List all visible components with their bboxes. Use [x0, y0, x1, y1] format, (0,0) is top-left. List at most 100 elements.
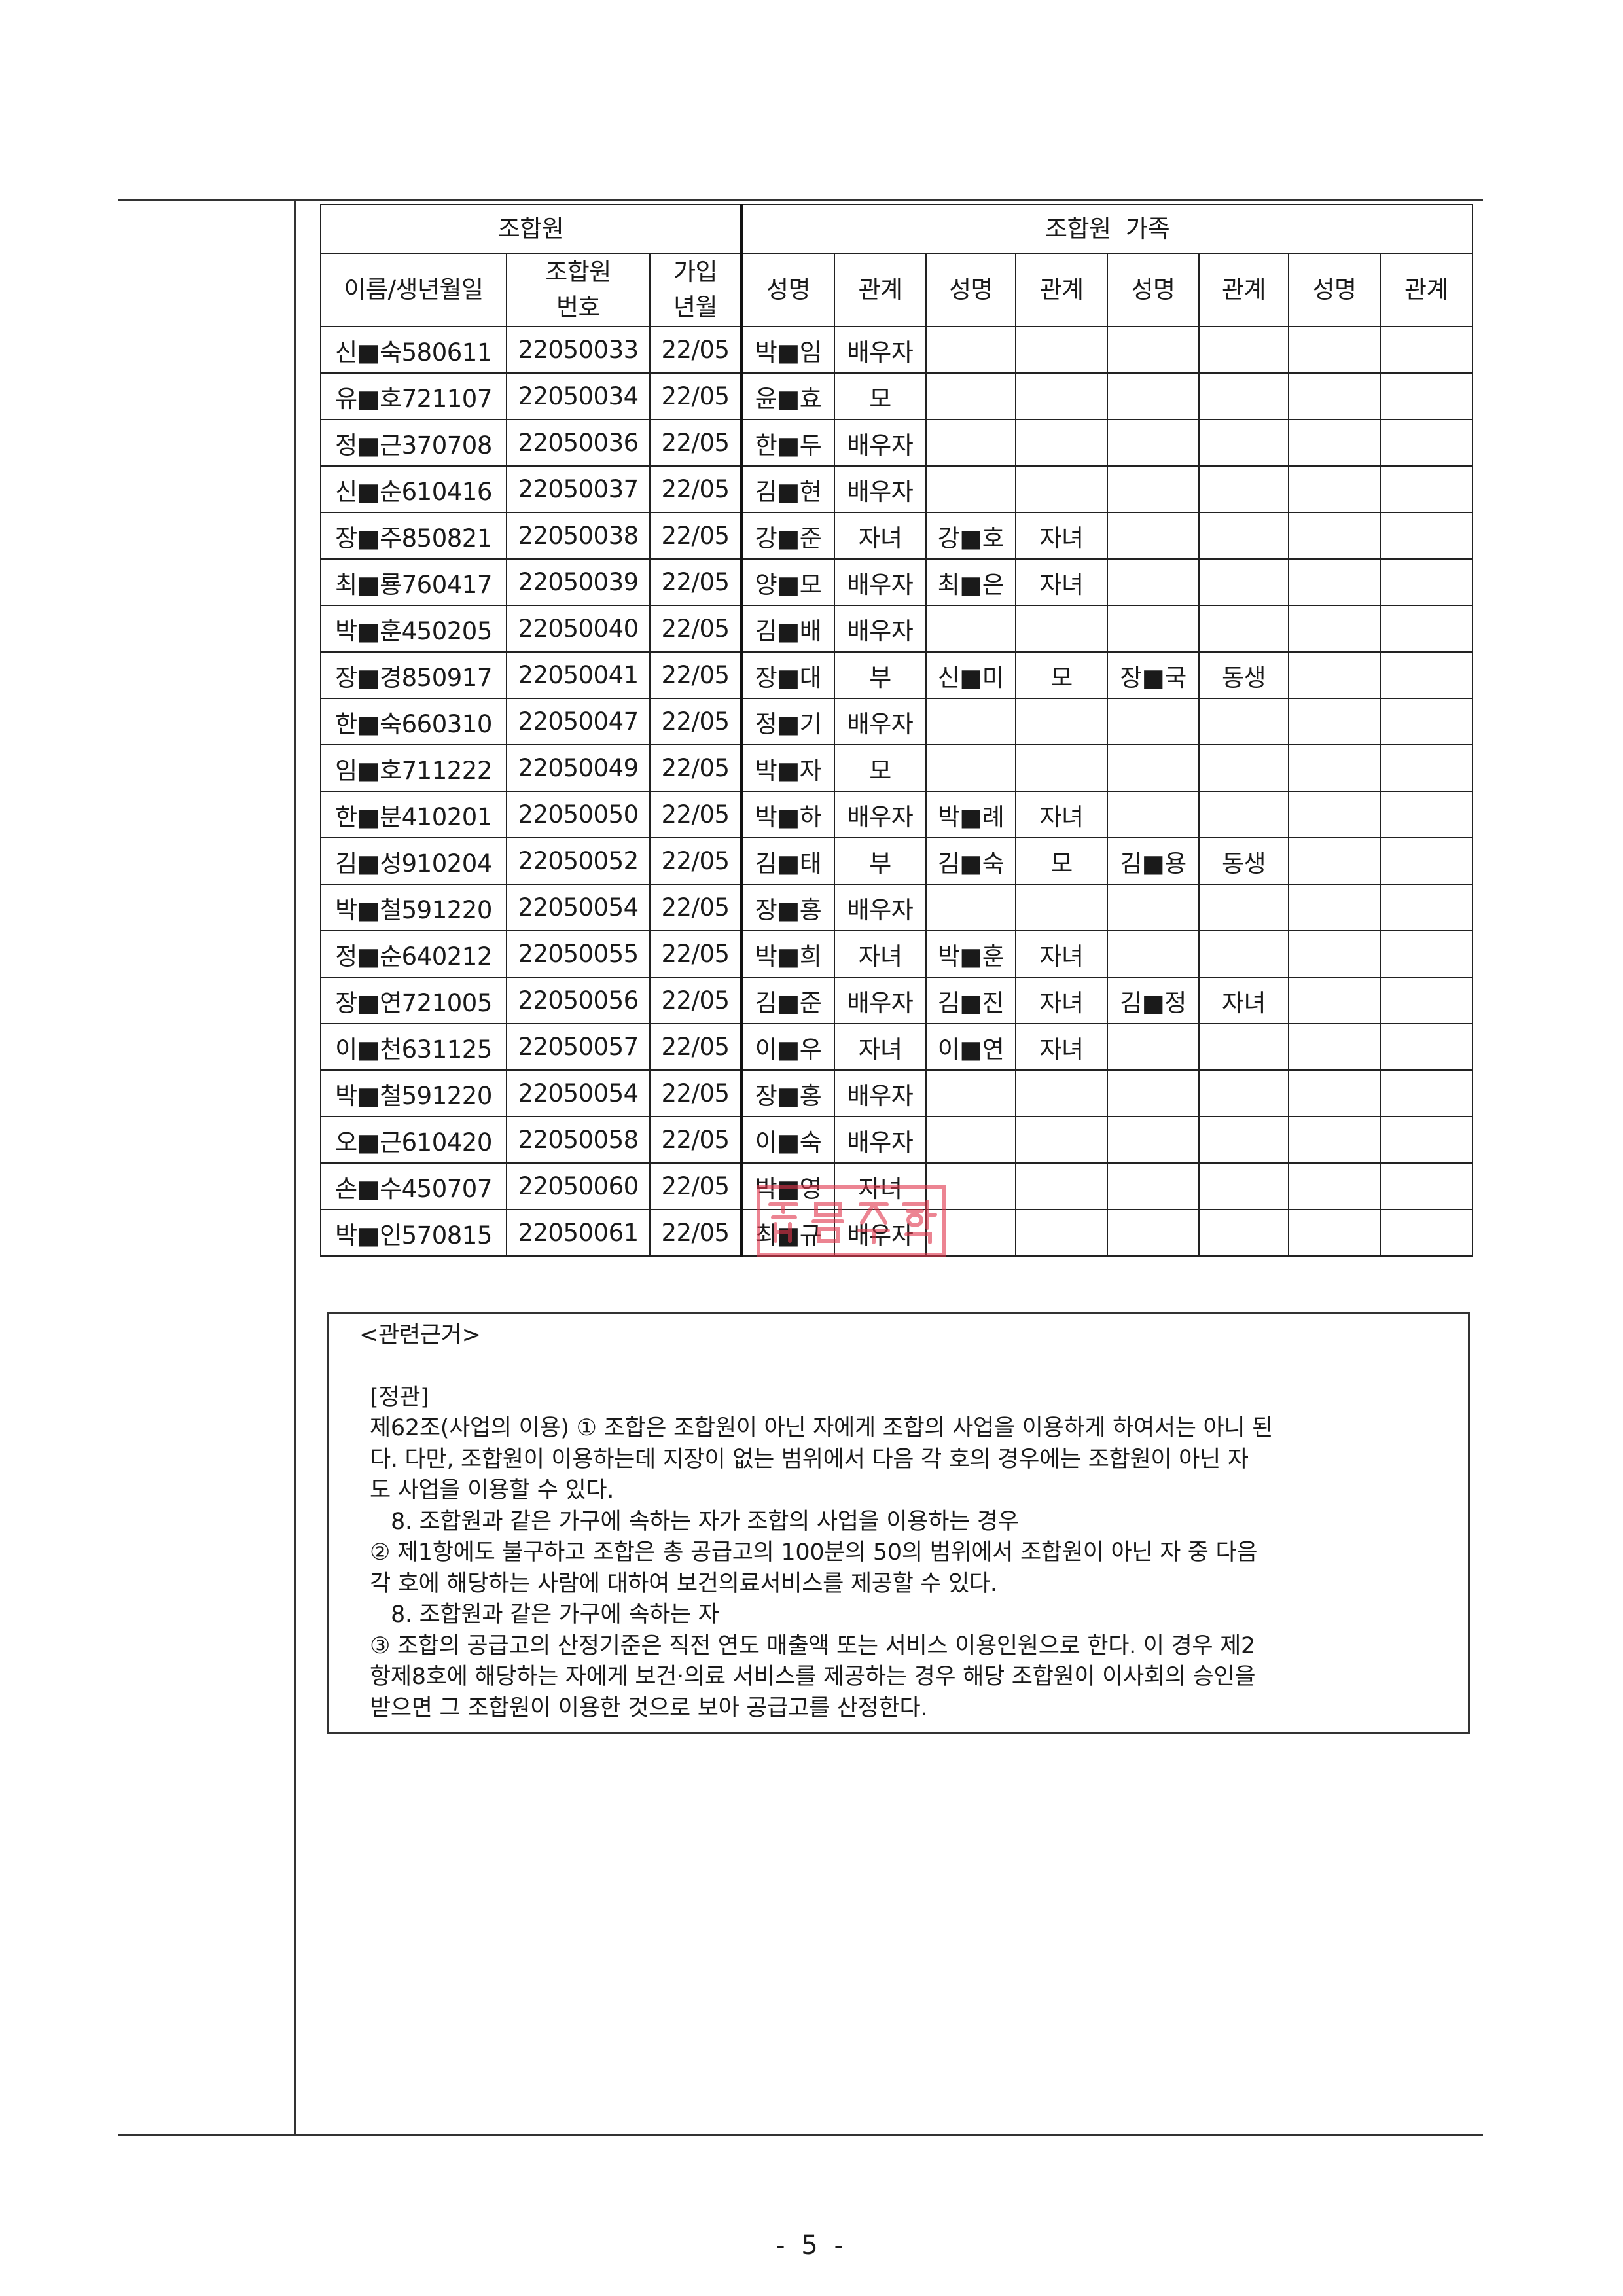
family-relation: [1015, 465, 1109, 513]
member-number: 22050036: [506, 419, 651, 467]
table-row: 한■분410201 22050050 22/05 박■하 배우자 박■례 자녀: [320, 791, 1474, 838]
table-row: 박■철591220 22050054 22/05 장■홍 배우자: [320, 884, 1474, 931]
family-name: [1107, 558, 1200, 606]
family-relation: [1380, 837, 1474, 885]
family-name: [1107, 372, 1200, 420]
member-name-birth: 이■천631125: [320, 1023, 507, 1071]
family-name: 이■연: [925, 1023, 1017, 1071]
family-relation: 배우자: [834, 791, 927, 838]
join-date: 22/05: [649, 419, 743, 467]
family-name: 장■국: [1107, 651, 1200, 699]
family-relation: 자녀: [834, 1162, 927, 1210]
family-relation: [1198, 744, 1290, 792]
family-name: 박■하: [740, 791, 836, 838]
family-relation: [1015, 1162, 1109, 1210]
family-relation: 자녀: [1015, 1023, 1109, 1071]
member-number: 22050037: [506, 465, 651, 513]
family-name: [925, 605, 1017, 653]
join-date: 22/05: [649, 605, 743, 653]
member-number: 22050041: [506, 651, 651, 699]
family-name: [1288, 605, 1382, 653]
relation-header: 관계: [834, 253, 927, 327]
family-name: [1107, 465, 1200, 513]
member-name-birth: 장■경850917: [320, 651, 507, 699]
page-number: - 5 -: [776, 2231, 847, 2261]
family-relation: [1015, 1209, 1109, 1257]
family-name: 박■훈: [925, 930, 1017, 978]
family-relation: 배우자: [834, 1209, 927, 1257]
family-relation: [1015, 326, 1109, 374]
family-name: [925, 1116, 1017, 1164]
family-name: [1288, 326, 1382, 374]
family-relation: 모: [1015, 651, 1109, 699]
related-basis-box: <관련근거> [정관] 제62조(사업의 이용) ① 조합은 조합원이 아닌 자…: [327, 1312, 1470, 1734]
family-relation: [1198, 372, 1290, 420]
family-relation: [1380, 512, 1474, 560]
family-name: [1107, 1069, 1200, 1117]
member-name-birth: 신■순610416: [320, 465, 507, 513]
family-relation: [1198, 605, 1290, 653]
family-name: 박■례: [925, 791, 1017, 838]
table-row: 손■수450707 22050060 22/05 박■영 자녀: [320, 1162, 1474, 1210]
family-relation: [1380, 326, 1474, 374]
join-date: 22/05: [649, 372, 743, 420]
member-name-birth: 장■연721005: [320, 977, 507, 1024]
member-number: 22050034: [506, 372, 651, 420]
family-relation: 모: [1015, 837, 1109, 885]
family-relation: [1380, 605, 1474, 653]
member-number: 22050038: [506, 512, 651, 560]
family-name: [1107, 326, 1200, 374]
family-relation: 동생: [1198, 837, 1290, 885]
member-name-birth: 박■철591220: [320, 884, 507, 931]
family-name: 양■모: [740, 558, 836, 606]
family-relation: 자녀: [1015, 930, 1109, 978]
basis-text-line: 8. 조합원과 같은 가구에 속하는 자가 조합의 사업을 이용하는 경우: [391, 1508, 1019, 1535]
member-name-birth: 오■근610420: [320, 1116, 507, 1164]
top-rule: [118, 199, 1483, 201]
family-name-header: 성명: [925, 253, 1017, 327]
join-date: 22/05: [649, 930, 743, 978]
family-name: 신■미: [925, 651, 1017, 699]
family-relation: [1380, 1116, 1474, 1164]
family-name: [1107, 1023, 1200, 1071]
family-name: [1288, 744, 1382, 792]
family-name: 김■숙: [925, 837, 1017, 885]
family-name: 김■진: [925, 977, 1017, 1024]
member-number: 22050039: [506, 558, 651, 606]
family-name: [1107, 605, 1200, 653]
family-relation: [1380, 651, 1474, 699]
member-number: 22050047: [506, 698, 651, 745]
family-name: 김■용: [1107, 837, 1200, 885]
family-name: [1107, 1162, 1200, 1210]
table-row: 장■주850821 22050038 22/05 강■준 자녀 강■호 자녀: [320, 512, 1474, 560]
family-name: [1107, 698, 1200, 745]
family-name: [1288, 512, 1382, 560]
family-relation: [1198, 326, 1290, 374]
family-name: [925, 419, 1017, 467]
join-date: 22/05: [649, 791, 743, 838]
family-name: 김■정: [1107, 977, 1200, 1024]
join-date: 22/05: [649, 558, 743, 606]
member-number: 22050055: [506, 930, 651, 978]
family-name: [925, 744, 1017, 792]
family-name: [1288, 1162, 1382, 1210]
relation-header: 관계: [1198, 253, 1290, 327]
family-name: 김■배: [740, 605, 836, 653]
table-row: 박■인570815 22050061 22/05 최■규 배우자: [320, 1209, 1474, 1257]
member-number: 22050049: [506, 744, 651, 792]
family-relation: [1380, 791, 1474, 838]
family-relation: [1198, 1162, 1290, 1210]
family-relation: [1198, 884, 1290, 931]
family-name: [1107, 744, 1200, 792]
family-name: [1288, 837, 1382, 885]
family-relation: [1015, 698, 1109, 745]
join-date: 22/05: [649, 651, 743, 699]
basis-text-line: 각 호에 해당하는 사람에 대하여 보건의료서비스를 제공할 수 있다.: [370, 1570, 997, 1597]
family-name: [1107, 1116, 1200, 1164]
member-name-birth: 한■분410201: [320, 791, 507, 838]
family-name: [1288, 372, 1382, 420]
family-name: [1288, 1023, 1382, 1071]
family-relation: [1380, 1209, 1474, 1257]
family-name: [1288, 698, 1382, 745]
family-relation: 배우자: [834, 884, 927, 931]
